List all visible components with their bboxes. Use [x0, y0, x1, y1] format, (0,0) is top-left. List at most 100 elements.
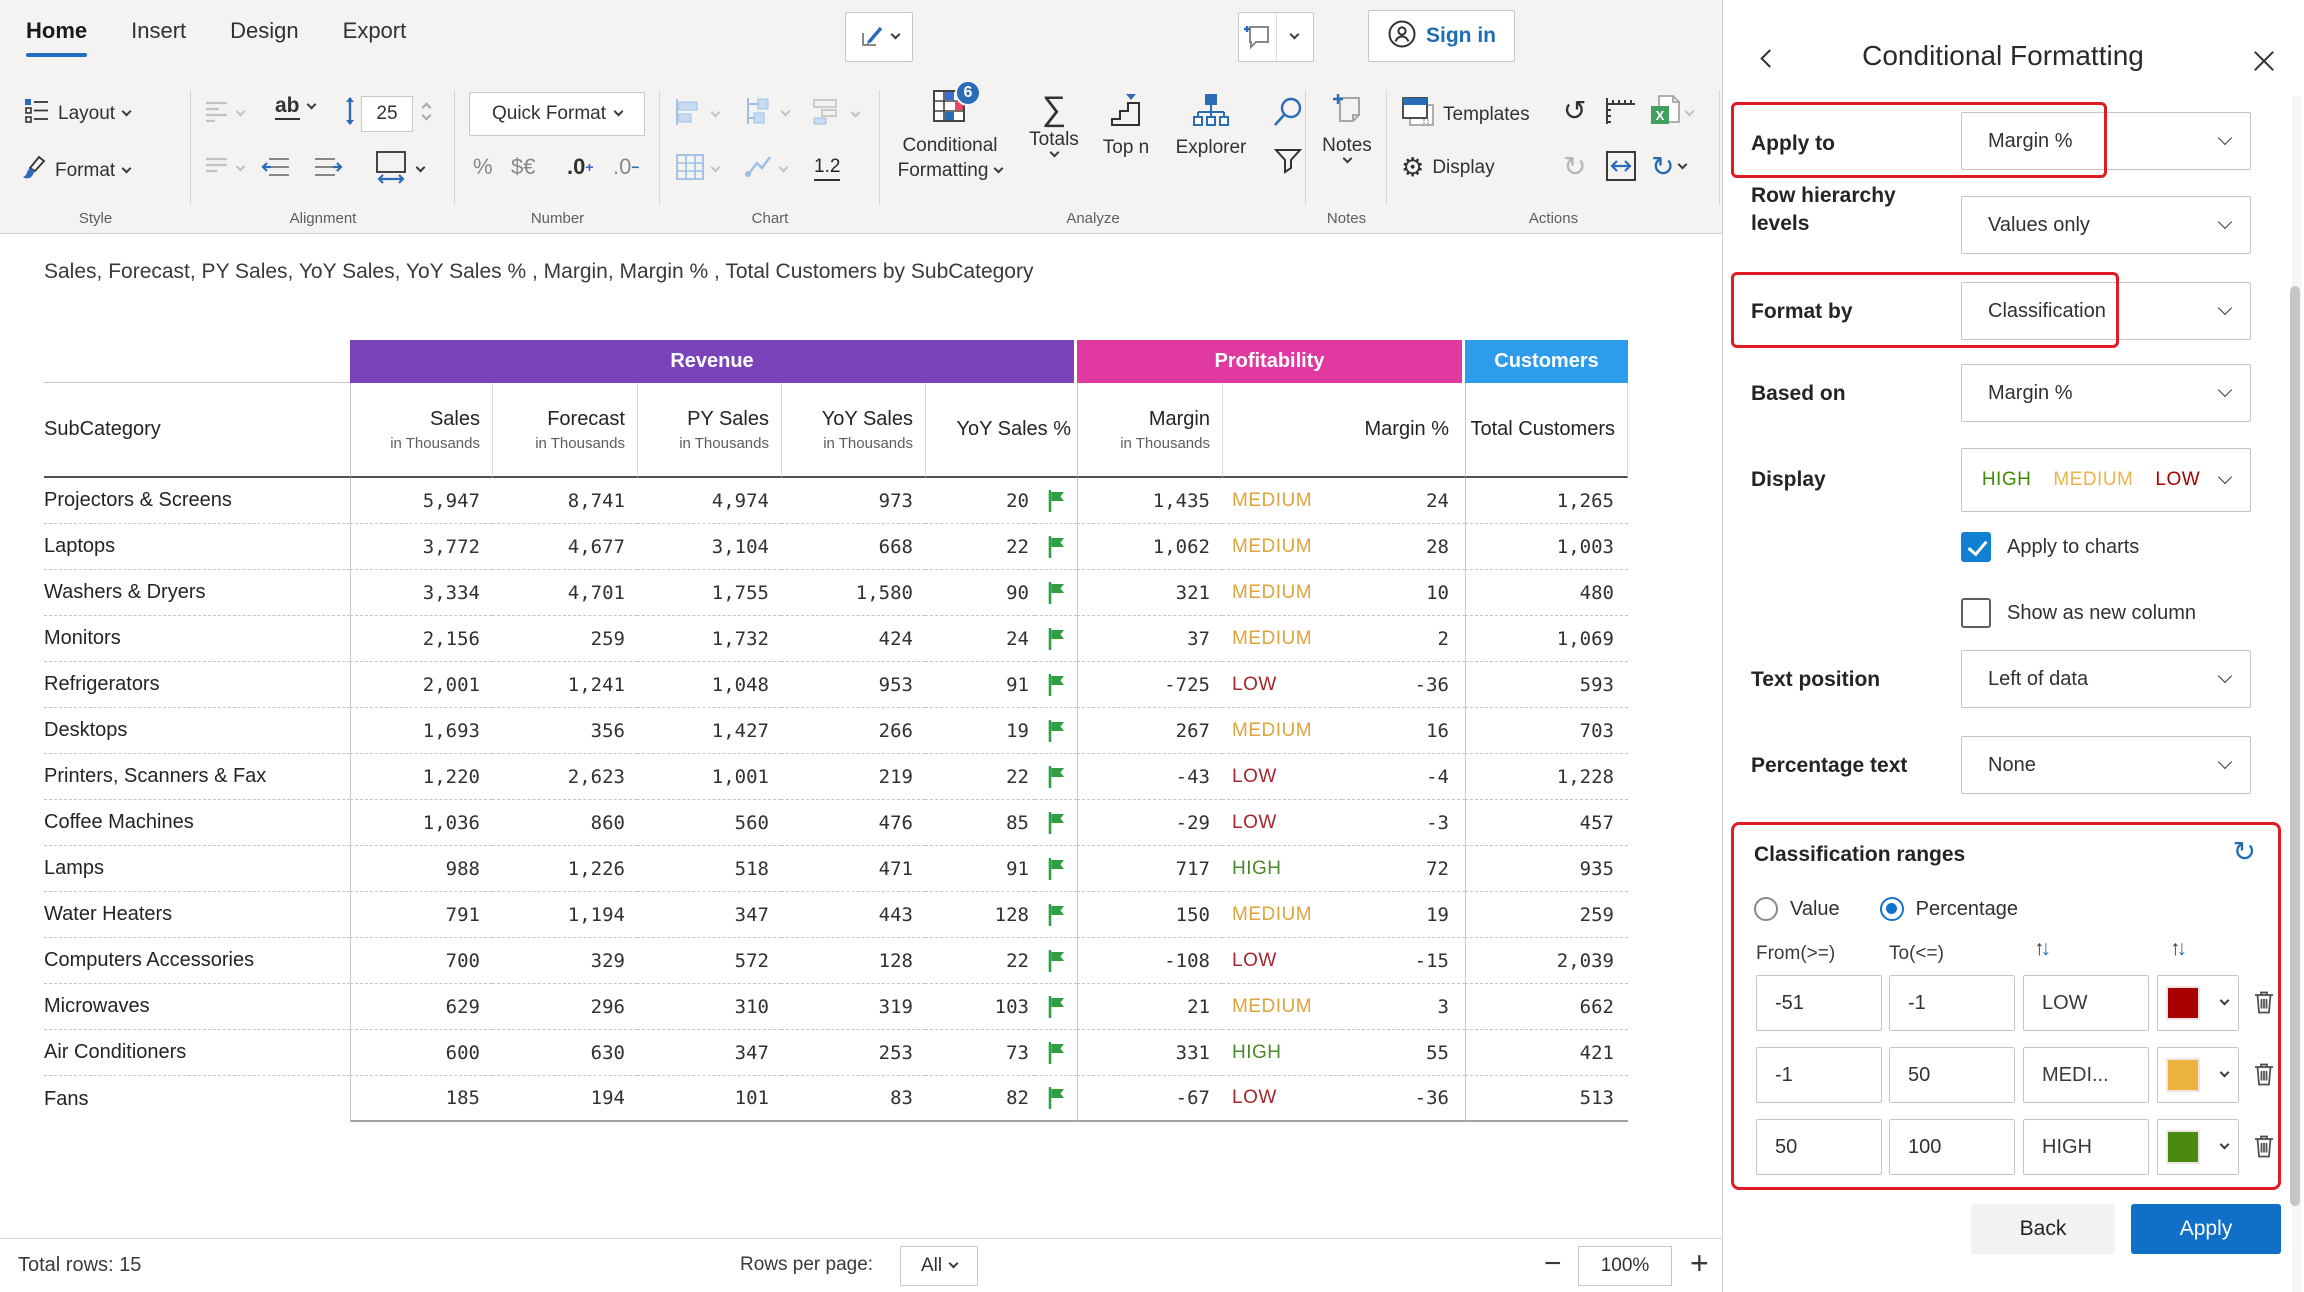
templates-button[interactable]: Templates	[1401, 96, 1530, 134]
zoom-in-button[interactable]: +	[1690, 1245, 1709, 1282]
combo-chart-button[interactable]	[812, 98, 859, 132]
reset-icon[interactable]: ↻	[2233, 835, 2256, 868]
radio-circle[interactable]	[1754, 897, 1778, 921]
column-header-margin-pct[interactable]: Margin %	[1222, 383, 1465, 478]
row-hierarchy-select[interactable]: Values only	[1961, 196, 2251, 254]
undo-button[interactable]: ↺	[1563, 94, 1586, 127]
apply-to-charts-row[interactable]: Apply to charts	[1961, 532, 2139, 562]
delete-range-icon[interactable]	[2252, 1133, 2276, 1164]
column-header-forecast[interactable]: Forecast in Thousands	[492, 383, 637, 478]
column-header-yoy-sales-pct[interactable]: YoY Sales %	[925, 383, 1077, 478]
range-from-input[interactable]: -1	[1756, 1047, 1882, 1103]
variance-chart-button[interactable]	[744, 96, 789, 132]
radio-percentage[interactable]: Percentage	[1880, 897, 2018, 921]
text-position-select[interactable]: Left of data	[1961, 650, 2251, 708]
range-color-picker[interactable]	[2157, 975, 2239, 1031]
remove-decimal-button[interactable]: .0 −	[613, 154, 640, 180]
range-from-input[interactable]: -51	[1756, 975, 1882, 1031]
row-label[interactable]: Refrigerators	[44, 662, 350, 708]
edit-visual-button[interactable]	[845, 12, 913, 62]
display-button[interactable]: ⚙ Display	[1401, 152, 1495, 183]
ruler-button[interactable]	[1605, 96, 1637, 132]
group-header-profitability[interactable]: Profitability	[1077, 340, 1465, 383]
fit-width-button[interactable]	[1605, 150, 1637, 188]
delete-range-icon[interactable]	[2252, 1061, 2276, 1092]
range-name-input[interactable]: HIGH	[2023, 1119, 2149, 1175]
layout-button[interactable]: Layout	[24, 98, 130, 130]
apply-button[interactable]: Apply	[2131, 1204, 2281, 1254]
search-button[interactable]	[1272, 96, 1304, 134]
display-select[interactable]: HIGHMEDIUMLOW	[1961, 448, 2251, 512]
zoom-out-button[interactable]: −	[1544, 1247, 1562, 1281]
text-align-button[interactable]	[205, 100, 244, 128]
rows-per-page-select[interactable]: All	[900, 1246, 978, 1286]
tab-home[interactable]: Home	[26, 18, 87, 57]
row-label[interactable]: Laptops	[44, 524, 350, 570]
row-height-stepper[interactable]	[423, 109, 430, 119]
range-to-input[interactable]: 50	[1889, 1047, 2015, 1103]
radio-value[interactable]: Value	[1754, 897, 1840, 921]
apply-to-select[interactable]: Margin %	[1961, 112, 2251, 170]
row-label[interactable]: Monitors	[44, 616, 350, 662]
axis-numbers-button[interactable]: 1.2	[814, 156, 840, 181]
range-name-input[interactable]: LOW	[2023, 975, 2149, 1031]
column-header-total-customers[interactable]: Total Customers	[1465, 383, 1628, 478]
sort-names-icon[interactable]: ↑↓	[2034, 937, 2051, 961]
quick-format-button[interactable]: Quick Format	[469, 92, 645, 136]
tab-insert[interactable]: Insert	[131, 18, 186, 57]
row-label[interactable]: Projectors & Screens	[44, 478, 350, 524]
row-label[interactable]: Lamps	[44, 846, 350, 892]
row-height-value[interactable]: 25	[361, 96, 413, 132]
filter-button[interactable]	[1274, 148, 1302, 180]
outdent-button[interactable]	[261, 156, 291, 184]
format-by-select[interactable]: Classification	[1961, 282, 2251, 340]
row-label[interactable]: Microwaves	[44, 984, 350, 1030]
percent-format-button[interactable]: %	[473, 154, 493, 180]
comment-dropdown[interactable]	[1276, 13, 1314, 61]
currency-format-button[interactable]: $€	[511, 154, 535, 180]
row-label[interactable]: Desktops	[44, 708, 350, 754]
row-label[interactable]: Printers, Scanners & Fax	[44, 754, 350, 800]
text-wrap-button[interactable]: ab	[275, 94, 315, 120]
add-decimal-button[interactable]: .0 +	[567, 154, 594, 180]
notes-button[interactable]: Notes	[1314, 92, 1380, 162]
redo-button[interactable]: ↻	[1563, 150, 1586, 183]
range-color-picker[interactable]	[2157, 1119, 2239, 1175]
percentage-text-select[interactable]: None	[1961, 736, 2251, 794]
tab-design[interactable]: Design	[230, 18, 298, 57]
panel-scroll-thumb[interactable]	[2290, 286, 2300, 1206]
panel-scroll-track[interactable]	[2292, 96, 2302, 1292]
format-button[interactable]: Format	[20, 154, 130, 187]
sign-in-button[interactable]: Sign in	[1368, 10, 1515, 62]
group-header-revenue[interactable]: Revenue	[350, 340, 1077, 383]
column-header-py-sales[interactable]: PY Sales in Thousands	[637, 383, 781, 478]
column-width-button[interactable]	[373, 150, 424, 190]
range-name-input[interactable]: MEDI...	[2023, 1047, 2149, 1103]
column-header-sales[interactable]: Sales in Thousands	[350, 383, 492, 478]
back-chevron-icon[interactable]	[1760, 49, 1778, 67]
close-icon[interactable]	[2251, 48, 2277, 74]
totals-button[interactable]: ∑ Totals	[1022, 92, 1086, 156]
delete-range-icon[interactable]	[2252, 989, 2276, 1020]
sort-colors-icon[interactable]: ↑↓	[2170, 937, 2187, 961]
show-as-new-column-row[interactable]: Show as new column	[1961, 598, 2196, 628]
chart-table-button[interactable]	[676, 154, 719, 186]
indent-button[interactable]	[313, 156, 343, 184]
row-label[interactable]: Air Conditioners	[44, 1030, 350, 1076]
range-from-input[interactable]: 50	[1756, 1119, 1882, 1175]
radio-circle[interactable]	[1880, 897, 1904, 921]
show-as-new-column-checkbox[interactable]	[1961, 598, 1991, 628]
vertical-align-button[interactable]	[205, 156, 244, 182]
column-header-margin[interactable]: Margin in Thousands	[1077, 383, 1222, 478]
range-to-input[interactable]: -1	[1889, 975, 2015, 1031]
back-button[interactable]: Back	[1971, 1204, 2115, 1254]
column-header-yoy-sales[interactable]: YoY Sales in Thousands	[781, 383, 925, 478]
tab-export[interactable]: Export	[343, 18, 407, 57]
line-chart-button[interactable]	[744, 154, 787, 186]
row-label[interactable]: Computers Accessories	[44, 938, 350, 984]
column-header-subcategory[interactable]: SubCategory	[44, 383, 350, 478]
export-excel-button[interactable]: X	[1649, 94, 1693, 134]
group-header-customers[interactable]: Customers	[1465, 340, 1628, 383]
bar-chart-button[interactable]	[674, 98, 719, 132]
refresh-button[interactable]: ↻	[1651, 150, 1686, 183]
